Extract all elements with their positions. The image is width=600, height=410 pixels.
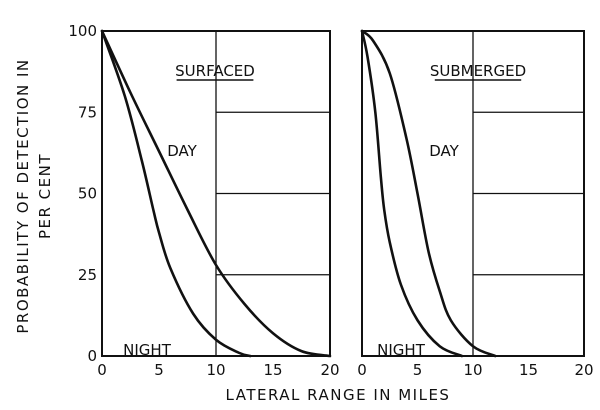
x-tick-label: 10 (463, 361, 482, 379)
plot-frame (101, 30, 331, 357)
x-tick-label: 15 (519, 361, 538, 379)
x-axis-title: LATERAL RANGE IN MILES (226, 386, 451, 404)
surfaced-panel: 0 5 10 15 20 0 25 50 75 100 SURFACED DAY NIGHT (68, 22, 339, 379)
series-day-line (100, 29, 332, 358)
plot-frame (361, 30, 585, 357)
series-day-line (360, 29, 497, 358)
series-night-label: NIGHT (377, 341, 426, 359)
y-axis-title-line1: PROBABILITY OF DETECTION IN (14, 58, 32, 333)
y-tick-label: 100 (68, 22, 97, 40)
panel-title: SURFACED (175, 62, 255, 80)
y-tick-label: 75 (78, 103, 97, 121)
y-axis-title-line2: PER CENT (36, 153, 54, 239)
x-tick-label: 20 (574, 361, 593, 379)
panel-title: SUBMERGED (430, 62, 526, 80)
y-tick-label: 0 (87, 347, 97, 365)
x-tick-label: 20 (320, 361, 339, 379)
x-tick-label: 15 (263, 361, 282, 379)
y-tick-label: 50 (78, 185, 97, 203)
submerged-panel: 0 5 10 15 20 SUBMERGED DAY NIGHT (357, 29, 594, 379)
x-tick-label: 10 (206, 361, 225, 379)
series-night-line (360, 29, 464, 358)
x-tick-label: 5 (413, 361, 423, 379)
x-tick-label: 5 (154, 361, 164, 379)
series-night-label: NIGHT (123, 341, 172, 359)
x-tick-label: 0 (357, 361, 367, 379)
y-tick-label: 25 (78, 266, 97, 284)
series-day-label: DAY (167, 142, 197, 160)
series-day-label: DAY (429, 142, 459, 160)
series-night-line (100, 29, 252, 358)
x-tick-label: 0 (97, 361, 107, 379)
